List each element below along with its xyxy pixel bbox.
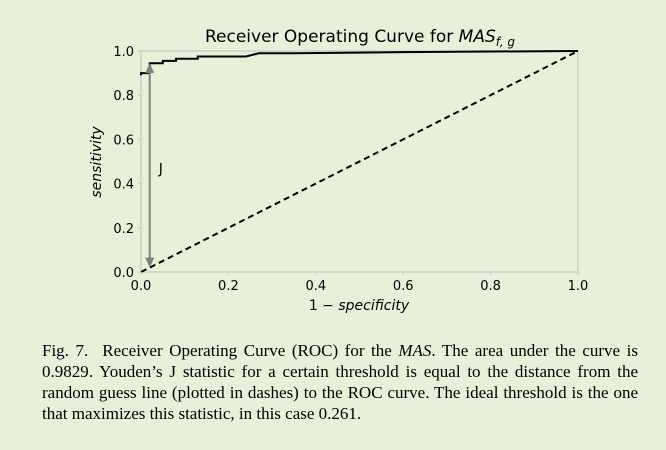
- plot-frame: [140, 50, 579, 273]
- y-tick-label: 0.8: [113, 89, 134, 104]
- y-tick-label: 0.6: [113, 133, 134, 148]
- roc-curve: [140, 50, 579, 76]
- youden-arrow-head-top: [145, 63, 155, 74]
- x-tick-label: 0.4: [305, 279, 326, 294]
- x-tick-label: 0.6: [393, 279, 414, 294]
- roc-chart: J 0.0 0.2 0.4 0.6 0.8 1.0 0.0 0.2 0.4 0.6 0.8 1.0 R…: [89, 27, 589, 314]
- y-tick-label: 0.2: [113, 222, 134, 237]
- youden-arrow-head-bottom: [145, 257, 155, 268]
- y-tick-label: 0.4: [113, 178, 134, 193]
- y-axis-label: sensitivity: [89, 126, 105, 198]
- caption-text-end: . The area under the curve is 0.9829. Yo…: [42, 341, 638, 423]
- roc-figure: J 0.0 0.2 0.4 0.6 0.8 1.0 0.0 0.2 0.4 0.6 0.8 1.0 R…: [89, 27, 589, 314]
- caption-text-start: Receiver Operating Curve (ROC) for the: [102, 341, 399, 360]
- y-tick-label: 0.0: [113, 266, 134, 281]
- random-guess-line: [140, 50, 579, 273]
- x-axis-label: 1 − specificity: [309, 298, 410, 314]
- figure-caption: Fig. 7. Receiver Operating Curve (ROC) fo…: [42, 340, 638, 424]
- x-tick-label: 0.2: [218, 279, 239, 294]
- caption-italic-term: MAS: [398, 341, 432, 360]
- youden-j-label: J: [158, 161, 163, 177]
- x-tick-label: 1.0: [568, 279, 589, 294]
- x-tick-label: 0.8: [480, 279, 501, 294]
- y-tick-label: 1.0: [113, 45, 134, 60]
- x-tick-label: 0.0: [131, 279, 152, 294]
- chart-title: Receiver Operating Curve for MASf, g: [205, 27, 515, 49]
- caption-label: Fig. 7.: [42, 341, 89, 360]
